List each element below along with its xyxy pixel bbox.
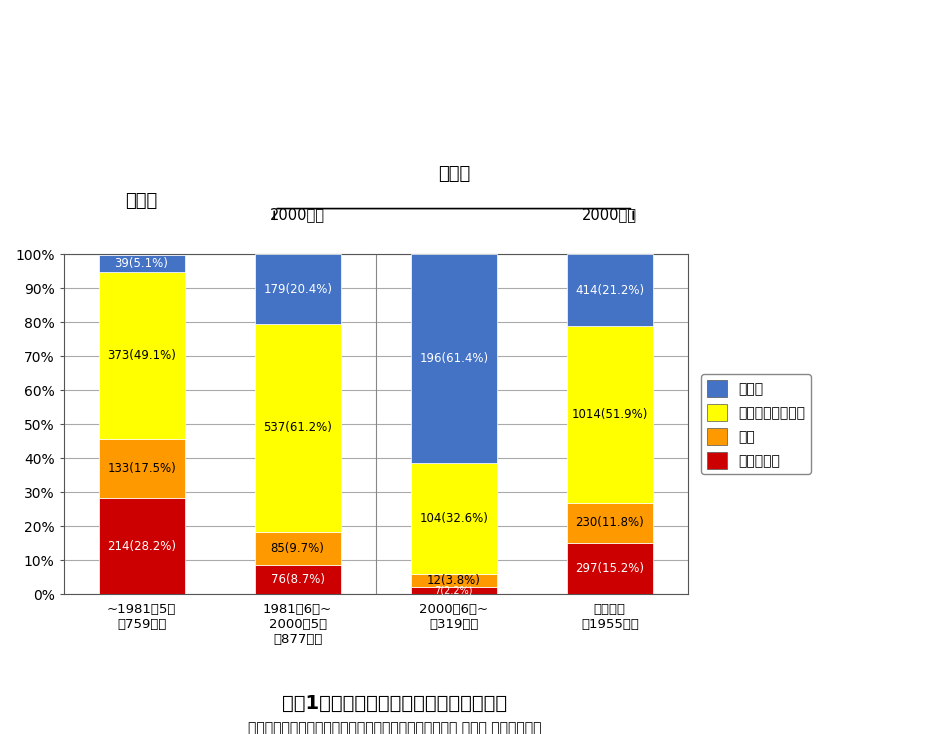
Text: 414(21.2%): 414(21.2%) <box>575 283 645 297</box>
Text: 新耕震: 新耕震 <box>438 165 470 183</box>
Text: 2000年前: 2000年前 <box>270 207 325 222</box>
Bar <box>99 272 184 439</box>
Bar <box>411 255 496 463</box>
Bar <box>99 439 184 498</box>
Text: 85(9.7%): 85(9.7%) <box>271 542 324 555</box>
Bar <box>567 254 652 326</box>
Bar <box>567 542 652 595</box>
Text: 230(11.8%): 230(11.8%) <box>575 516 644 529</box>
Text: 214(28.2%): 214(28.2%) <box>107 539 176 553</box>
Bar <box>411 463 496 574</box>
Legend: 無被害, 軽微・小破・中破, 大破, 倒壊・崩壊: 無被害, 軽微・小破・中破, 大破, 倒壊・崩壊 <box>701 374 811 474</box>
Text: 1014(51.9%): 1014(51.9%) <box>572 408 648 421</box>
Bar <box>255 564 340 595</box>
Bar <box>411 586 496 595</box>
Bar <box>255 531 340 564</box>
Text: 297(15.2%): 297(15.2%) <box>575 562 644 575</box>
Text: 537(61.2%): 537(61.2%) <box>263 421 332 435</box>
Text: （熊本地震における建築物被害の原因分析を行う委員会 報告書 概要　より）: （熊本地震における建築物被害の原因分析を行う委員会 報告書 概要 より） <box>248 721 541 734</box>
Text: 39(5.1%): 39(5.1%) <box>115 257 168 270</box>
Bar <box>99 498 184 595</box>
Text: 179(20.4%): 179(20.4%) <box>263 283 332 296</box>
Bar <box>255 324 340 531</box>
Text: 133(17.5%): 133(17.5%) <box>107 462 176 475</box>
Bar <box>255 255 340 324</box>
Bar <box>99 255 184 272</box>
Bar <box>411 574 496 586</box>
Text: 7(2.2%): 7(2.2%) <box>434 586 473 595</box>
Bar <box>567 326 652 503</box>
Text: 76(8.7%): 76(8.7%) <box>271 573 324 586</box>
Text: 12(3.8%): 12(3.8%) <box>427 574 480 587</box>
Bar <box>567 503 652 542</box>
Text: 373(49.1%): 373(49.1%) <box>107 349 176 362</box>
Text: 2000年後: 2000年後 <box>583 207 637 222</box>
Text: 104(32.6%): 104(32.6%) <box>419 512 488 525</box>
Text: 196(61.4%): 196(61.4%) <box>419 352 489 366</box>
Text: 図－1　木造家屋の建築時期別の被害状況: 図－1 木造家屋の建築時期別の被害状況 <box>282 694 508 713</box>
Text: 旧耕震: 旧耕震 <box>125 192 158 210</box>
